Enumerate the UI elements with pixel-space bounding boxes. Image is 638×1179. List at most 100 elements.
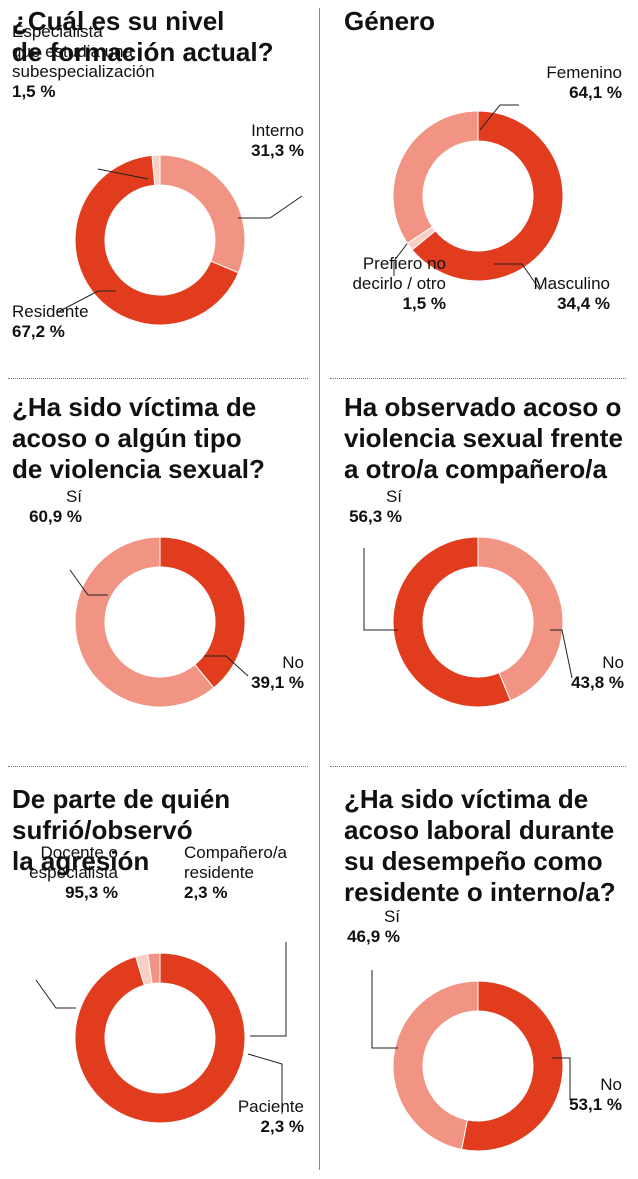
leader-line [247, 1053, 283, 1114]
slice-value-label: 43,8 % [571, 673, 624, 692]
donut-slice [147, 952, 161, 985]
leader-line [57, 290, 116, 313]
chart-panel-violencia-sexual: ¿Ha sido víctima de acoso o algún tipo d… [12, 392, 312, 762]
title-line: De parte de quién [12, 784, 231, 814]
slice-label: Sí [384, 907, 400, 926]
slice-label: subespecialización [12, 62, 155, 81]
title-line: violencia sexual frente [344, 423, 623, 453]
chart-title: ¿Cuál es su nivel de formación actual? [12, 6, 274, 68]
title-line: ¿Ha sido víctima de [12, 392, 257, 422]
leader-line [363, 548, 398, 631]
leader-line [204, 655, 249, 677]
slice-value-label: 46,9 % [347, 927, 400, 946]
chart-panel-acoso-laboral: ¿Ha sido víctima de acoso laboral durant… [344, 784, 638, 1174]
horizontal-divider [330, 766, 626, 767]
slice-label: No [600, 1075, 622, 1094]
donut-slice [74, 952, 246, 1124]
leader-line [550, 629, 573, 679]
slice-label: Masculino [533, 274, 610, 293]
slice-value-label: 2,3 % [261, 1117, 304, 1136]
title-line: sufrió/observó [12, 815, 193, 845]
title-line: Ha observado acoso o [344, 392, 622, 422]
title-line: a otro/a compañero/a [344, 454, 607, 484]
leader-line [238, 195, 303, 219]
slice-label: Especialista [12, 22, 103, 41]
donut-slice [151, 154, 161, 186]
leader-line [35, 979, 76, 1009]
slice-label: No [602, 653, 624, 672]
slice-value-label: 53,1 % [569, 1095, 622, 1114]
title-line: Género [344, 6, 436, 36]
donut-slice [411, 110, 564, 282]
title-line: residente o interno/a? [344, 877, 616, 907]
donut-slice [392, 536, 512, 708]
donut-slice [74, 154, 240, 326]
leader-line [494, 263, 541, 291]
horizontal-divider [330, 378, 626, 379]
chart-panel-formacion: ¿Cuál es su nivel de formación actual? I… [12, 6, 312, 374]
slice-value-label: 56,3 % [349, 507, 402, 526]
title-line: ¿Ha sido víctima de [344, 784, 589, 814]
slice-value-label: 67,2 % [12, 322, 65, 341]
slice-value-label: 1,5 % [403, 294, 446, 313]
slice-label: Docente o [41, 843, 119, 862]
slice-label: residente [184, 863, 254, 882]
slice-label: Femenino [546, 63, 622, 82]
chart-title: ¿Ha sido víctima de acoso o algún tipo d… [12, 392, 265, 485]
donut-slice [477, 536, 564, 702]
horizontal-divider [8, 378, 308, 379]
donut-slice [159, 154, 246, 274]
slice-label: Interno [251, 121, 304, 140]
slice-value-label: 34,4 % [557, 294, 610, 313]
donut-slice [74, 536, 215, 708]
donut-slice [460, 980, 564, 1152]
title-line: acoso laboral durante [344, 815, 615, 845]
slice-value-label: 64,1 % [569, 83, 622, 102]
chart-title: ¿Ha sido víctima de acoso laboral durant… [344, 784, 616, 908]
slice-label: Sí [66, 487, 82, 506]
title-line: la agresión [12, 846, 150, 876]
chart-title: Género [344, 6, 435, 37]
slice-value-label: 60,9 % [29, 507, 82, 526]
chart-panel-genero: Género Femenino 64,1 % Prefiero no decirlo … [344, 6, 638, 374]
slice-label: Prefiero no [363, 254, 446, 273]
title-line: de violencia sexual? [12, 454, 265, 484]
slice-label: Paciente [238, 1097, 304, 1116]
leader-line [250, 942, 287, 1037]
slice-label: Compañero/a [184, 843, 288, 862]
slice-value-label: 95,3 % [65, 883, 118, 902]
leader-line [69, 569, 108, 596]
chart-title: De parte de quién sufrió/observó la agre… [12, 784, 230, 877]
donut-slice [392, 980, 479, 1150]
title-line: de formación actual? [12, 37, 274, 67]
slice-value-label: 39,1 % [251, 673, 304, 692]
donut-slice [392, 110, 479, 245]
slice-label: Residente [12, 302, 89, 321]
slice-label: Sí [386, 487, 402, 506]
chart-panel-observado: Ha observado acoso o violencia sexual fr… [344, 392, 638, 762]
leader-line [97, 168, 149, 180]
slice-value-label: 31,3 % [251, 141, 304, 160]
horizontal-divider [8, 766, 308, 767]
leader-line [552, 1057, 571, 1100]
slice-value-label: 2,3 % [184, 883, 227, 902]
chart-title: Ha observado acoso o violencia sexual fr… [344, 392, 623, 485]
slice-label: que estudia una [12, 42, 134, 61]
title-line: acoso o algún tipo [12, 423, 242, 453]
slice-label: decirlo / otro [352, 274, 446, 293]
donut-slice [159, 536, 246, 689]
slice-value-label: 1,5 % [12, 82, 55, 101]
slice-label: especialista [29, 863, 118, 882]
title-line: ¿Cuál es su nivel [12, 6, 225, 36]
slice-label: No [282, 653, 304, 672]
leader-line [479, 104, 519, 131]
title-line: su desempeño como [344, 846, 603, 876]
leader-line [371, 970, 398, 1049]
vertical-divider [319, 8, 320, 1170]
